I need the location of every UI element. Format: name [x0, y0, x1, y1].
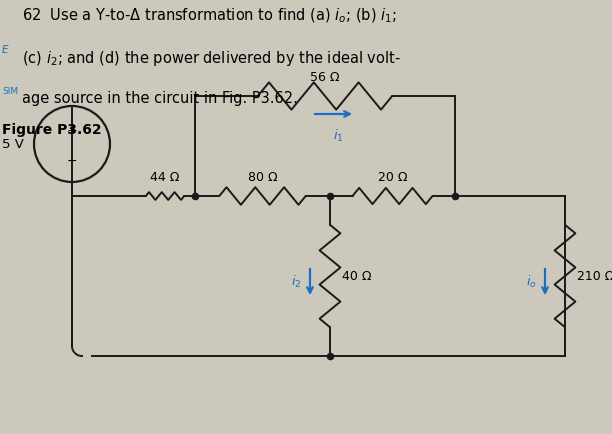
Text: 20 Ω: 20 Ω [378, 171, 407, 184]
Text: $i_o$: $i_o$ [526, 273, 537, 289]
Text: 5 V: 5 V [2, 138, 24, 151]
Text: 40 Ω: 40 Ω [342, 270, 371, 283]
Text: +: + [67, 124, 77, 137]
Text: E: E [2, 45, 9, 55]
Text: 80 Ω: 80 Ω [248, 171, 277, 184]
Text: 62  Use a Y-to-Δ transformation to find (a) $i_o$; (b) $i_1$;: 62 Use a Y-to-Δ transformation to find (… [22, 7, 397, 25]
Text: 210 Ω: 210 Ω [577, 270, 612, 283]
Text: SIM: SIM [2, 87, 18, 96]
Text: −: − [67, 154, 77, 167]
Text: age source in the circuit in Fig. P3.62.: age source in the circuit in Fig. P3.62. [22, 91, 298, 106]
Text: $i_2$: $i_2$ [291, 273, 302, 289]
Text: 56 Ω: 56 Ω [310, 71, 340, 84]
Text: (c) $i_2$; and (d) the power delivered by the ideal volt-: (c) $i_2$; and (d) the power delivered b… [22, 49, 401, 68]
Text: 44 Ω: 44 Ω [151, 171, 180, 184]
Text: Figure P3.62: Figure P3.62 [2, 123, 102, 137]
Text: $i_1$: $i_1$ [333, 128, 343, 144]
